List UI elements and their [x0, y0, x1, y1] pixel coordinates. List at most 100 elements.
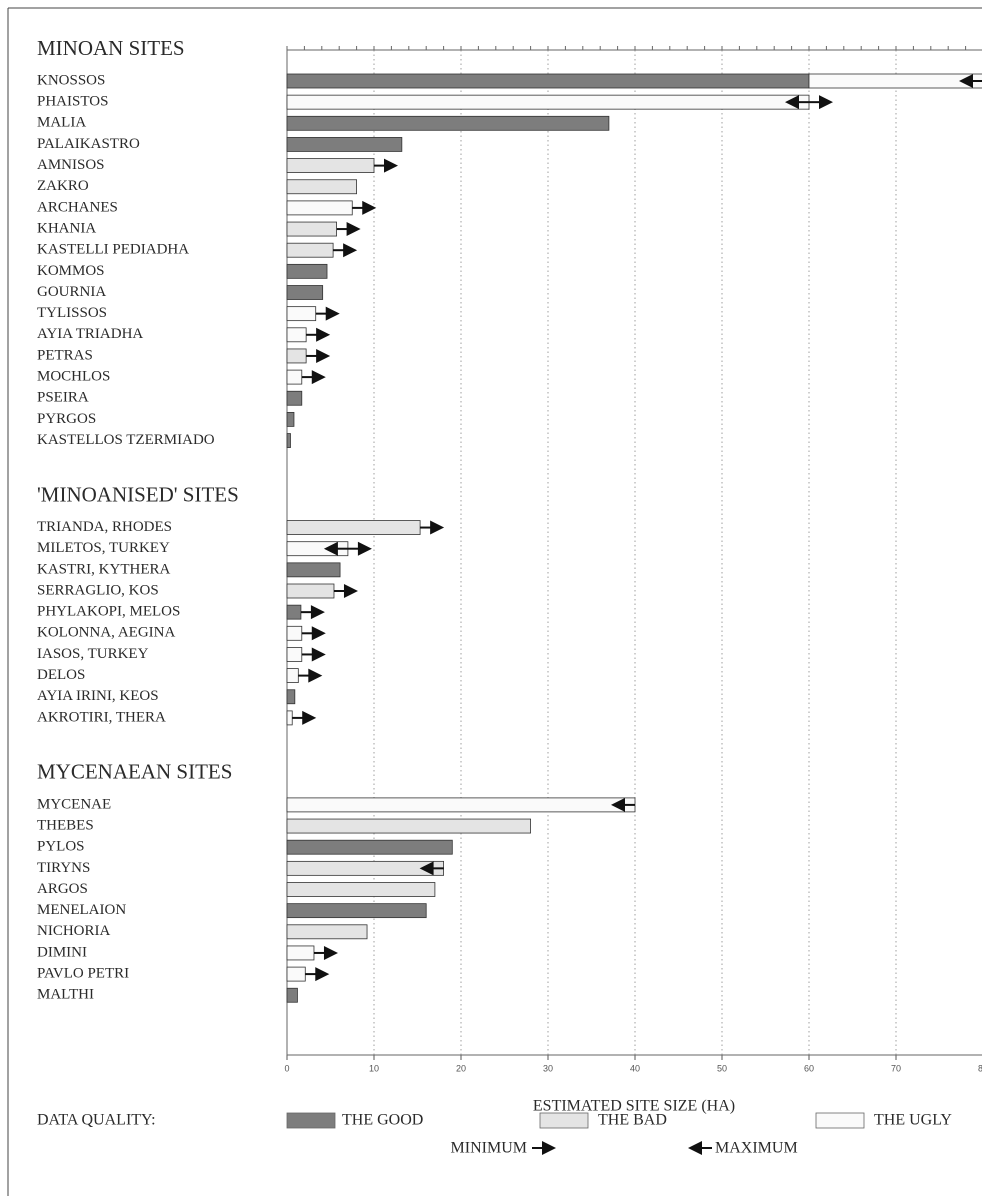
- site-label: PAVLO PETRI: [37, 966, 129, 982]
- arrow-head: [310, 605, 325, 620]
- arrow-head: [785, 95, 799, 110]
- bar: [286, 263, 328, 279]
- site-label: PYRGOS: [37, 411, 96, 427]
- group-title: MINOAN SITES: [37, 36, 185, 60]
- site-label: PYLOS: [37, 839, 85, 855]
- bar: [286, 882, 436, 897]
- legend-maximum-arrow: [688, 1141, 712, 1155]
- arrow-head: [362, 200, 377, 215]
- bar: [286, 327, 307, 343]
- minimum-arrow: [374, 158, 398, 173]
- site-label: ARGOS: [37, 881, 88, 897]
- site-label: DELOS: [37, 667, 85, 683]
- bar: [286, 94, 810, 110]
- legend-title: DATA QUALITY:: [37, 1112, 156, 1129]
- x-axis-label: ESTIMATED SITE SIZE (HA): [533, 1098, 735, 1115]
- minimum-arrow: [336, 222, 361, 237]
- bar: [286, 73, 810, 89]
- arrow-head: [819, 95, 833, 110]
- site-label: KNOSSOS: [37, 72, 105, 88]
- minimum-arrow: [301, 626, 326, 641]
- site-label: AYIA TRIADHA: [37, 326, 143, 342]
- bar: [286, 797, 636, 813]
- arrow-head: [959, 74, 973, 88]
- bar: [286, 647, 303, 662]
- site-label: ARCHANES: [37, 199, 118, 215]
- bar: [286, 200, 353, 216]
- minimum-arrow: [333, 243, 358, 258]
- site-label: GOURNIA: [37, 284, 106, 300]
- maximum-arrow: [419, 861, 444, 876]
- x-tick-label: 50: [717, 1063, 727, 1073]
- arrow-head: [419, 861, 434, 876]
- bar: [286, 562, 341, 578]
- bar: [286, 520, 421, 535]
- bar: [286, 285, 324, 300]
- arrow-head: [323, 945, 338, 960]
- group-title: MYCENAEAN SITES: [37, 760, 232, 784]
- arrow-head: [688, 1141, 702, 1155]
- arrow-head: [430, 520, 445, 535]
- site-label: AYIA IRINI, KEOS: [37, 688, 159, 704]
- site-label: TYLISSOS: [37, 305, 107, 321]
- bar: [286, 604, 302, 620]
- bar: [286, 818, 532, 834]
- site-label: TIRYNS: [37, 860, 90, 876]
- site-label: KASTELLI PEDIADHA: [37, 242, 189, 258]
- bar: [286, 306, 317, 322]
- group-title: 'MINOANISED' SITES: [37, 482, 239, 506]
- minimum-arrow: [306, 327, 331, 342]
- minimum-arrow: [301, 647, 326, 662]
- arrow-head: [325, 306, 340, 321]
- x-tick-label: 30: [543, 1063, 553, 1073]
- site-label: KOLONNA, AEGINA: [37, 625, 175, 641]
- arrow-head: [311, 626, 326, 641]
- bar: [286, 369, 303, 385]
- arrow-head: [611, 797, 625, 812]
- minimum-arrow: [315, 306, 340, 321]
- site-label: AMNISOS: [37, 157, 105, 173]
- site-label: TRIANDA, RHODES: [37, 519, 172, 535]
- site-label: PSEIRA: [37, 390, 89, 406]
- site-label: PHAISTOS: [37, 94, 108, 110]
- site-label: KOMMOS: [37, 263, 105, 279]
- site-label: SERRAGLIO, KOS: [37, 582, 159, 598]
- bar: [286, 433, 291, 448]
- minimum-arrow: [305, 967, 330, 982]
- bar: [286, 179, 357, 195]
- site-label: IASOS, TURKEY: [37, 646, 149, 662]
- x-tick-label: 60: [804, 1063, 814, 1073]
- legend-swatch: [815, 1112, 865, 1129]
- site-label: MOCHLOS: [37, 369, 110, 385]
- bar: [286, 966, 306, 982]
- bar: [286, 390, 303, 406]
- site-label: PETRAS: [37, 347, 93, 363]
- arrow-head: [315, 967, 330, 982]
- arrow-head: [316, 348, 331, 363]
- minimum-arrow: [809, 95, 833, 110]
- x-tick-label: 80: [978, 1063, 982, 1073]
- legend-swatch: [286, 1112, 336, 1129]
- minimum-arrow: [301, 370, 326, 385]
- arrow-head: [316, 327, 331, 342]
- maximum-arrow: [959, 74, 982, 88]
- minimum-arrow: [333, 584, 358, 598]
- legend-minimum-arrow: [532, 1141, 556, 1155]
- maximum-arrow: [785, 95, 809, 110]
- site-label: ZAKRO: [37, 178, 89, 194]
- x-tick-label: 0: [284, 1063, 289, 1073]
- x-tick-label: 20: [456, 1063, 466, 1073]
- minimum-arrow: [306, 348, 331, 363]
- bar: [286, 115, 610, 131]
- maximum-arrow: [611, 797, 635, 812]
- bar: [286, 242, 334, 258]
- minimum-arrow: [347, 541, 372, 556]
- minimum-arrow: [352, 200, 377, 215]
- x-tick-label: 70: [891, 1063, 901, 1073]
- bar: [286, 924, 368, 940]
- bar: [286, 158, 375, 174]
- arrow-head: [343, 584, 358, 598]
- bar: [286, 710, 293, 726]
- legend-maximum: MAXIMUM: [715, 1140, 798, 1157]
